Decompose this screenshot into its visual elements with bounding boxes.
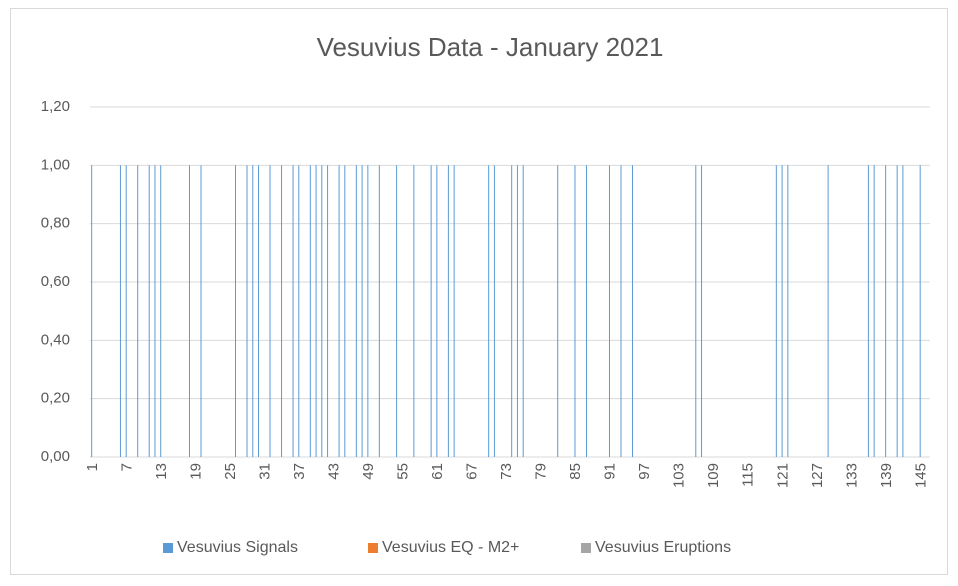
x-tick-label: 139	[878, 463, 895, 488]
x-tick-label: 103	[671, 463, 688, 488]
x-tick-label: 91	[602, 463, 619, 480]
x-tick-label: 97	[636, 463, 653, 480]
bar	[585, 165, 587, 458]
bar	[378, 165, 380, 458]
x-tick-label: 109	[705, 463, 722, 488]
legend-label: Vesuvius Eruptions	[595, 539, 731, 556]
bar	[608, 165, 610, 458]
bar	[493, 165, 495, 458]
bar	[631, 165, 633, 458]
y-tick-label: 0,20	[41, 390, 70, 407]
bar	[453, 165, 455, 458]
bar	[137, 165, 139, 458]
bar	[695, 165, 697, 458]
bar	[620, 165, 622, 458]
y-tick-label: 1,00	[41, 156, 70, 173]
bar	[775, 165, 777, 458]
x-tick-label: 7	[118, 463, 135, 471]
bar	[246, 165, 248, 458]
bar	[160, 165, 162, 458]
x-tick-label: 85	[567, 463, 584, 480]
bar	[321, 165, 323, 458]
bar	[188, 165, 190, 458]
x-tick-label: 31	[256, 463, 273, 480]
y-tick-label: 0,60	[41, 273, 70, 290]
bar	[430, 165, 432, 458]
chart-title: Vesuvius Data - January 2021	[317, 32, 664, 62]
bar	[315, 165, 317, 458]
x-tick-label: 67	[464, 463, 481, 480]
bar	[896, 165, 898, 458]
y-tick-label: 0,40	[41, 331, 70, 348]
bar	[235, 165, 237, 458]
bar	[516, 165, 518, 458]
bar	[252, 165, 254, 458]
bar	[413, 165, 415, 458]
legend-swatch	[581, 543, 591, 553]
x-tick-label: 55	[395, 463, 412, 480]
x-tick-label: 79	[533, 463, 550, 480]
bar	[885, 165, 887, 458]
x-tick-label: 1	[84, 463, 101, 471]
bar	[447, 165, 449, 458]
x-tick-label: 133	[843, 463, 860, 488]
bar	[154, 165, 156, 458]
bar	[827, 165, 829, 458]
bar	[292, 165, 294, 458]
bar	[281, 165, 283, 458]
x-tick-label: 61	[429, 463, 446, 480]
x-tick-label: 127	[809, 463, 826, 488]
legend-label: Vesuvius EQ - M2+	[382, 539, 519, 556]
x-tick-label: 13	[153, 463, 170, 480]
bar	[511, 165, 513, 458]
bar	[781, 165, 783, 458]
x-tick-label: 43	[325, 463, 342, 480]
y-tick-label: 0,00	[41, 448, 70, 465]
bar	[867, 165, 869, 458]
bar	[309, 165, 311, 458]
bar	[125, 165, 127, 458]
bar	[148, 165, 150, 458]
bar	[338, 165, 340, 458]
x-tick-label: 49	[360, 463, 377, 480]
legend-swatch	[163, 543, 173, 553]
bar	[355, 165, 357, 458]
bar	[557, 165, 559, 458]
bar	[298, 165, 300, 458]
x-tick-label: 73	[498, 463, 515, 480]
bar	[436, 165, 438, 458]
bar	[574, 165, 576, 458]
bar	[361, 165, 363, 458]
x-tick-label: 115	[740, 463, 757, 487]
x-tick-label: 25	[222, 463, 239, 480]
bar	[396, 165, 398, 458]
bar	[327, 165, 329, 458]
y-tick-label: 1,20	[41, 98, 70, 115]
bar	[200, 165, 202, 458]
bar	[522, 165, 524, 458]
x-tick-label: 37	[291, 463, 308, 480]
bar	[119, 165, 121, 458]
bar	[873, 165, 875, 458]
bar	[269, 165, 271, 458]
legend-swatch	[368, 543, 378, 553]
bar	[344, 165, 346, 458]
x-tick-label: 145	[912, 463, 929, 488]
chart-frame	[10, 8, 948, 575]
y-tick-label: 0,80	[41, 215, 70, 232]
bar	[902, 165, 904, 458]
bar	[701, 165, 703, 458]
x-tick-label: 19	[187, 463, 204, 480]
bar	[488, 165, 490, 458]
bar	[919, 165, 921, 458]
legend-label: Vesuvius Signals	[177, 539, 298, 556]
x-tick-label: 121	[774, 463, 791, 488]
bar	[91, 165, 93, 458]
bar	[787, 165, 789, 458]
bar	[258, 165, 260, 458]
bar	[367, 165, 369, 458]
